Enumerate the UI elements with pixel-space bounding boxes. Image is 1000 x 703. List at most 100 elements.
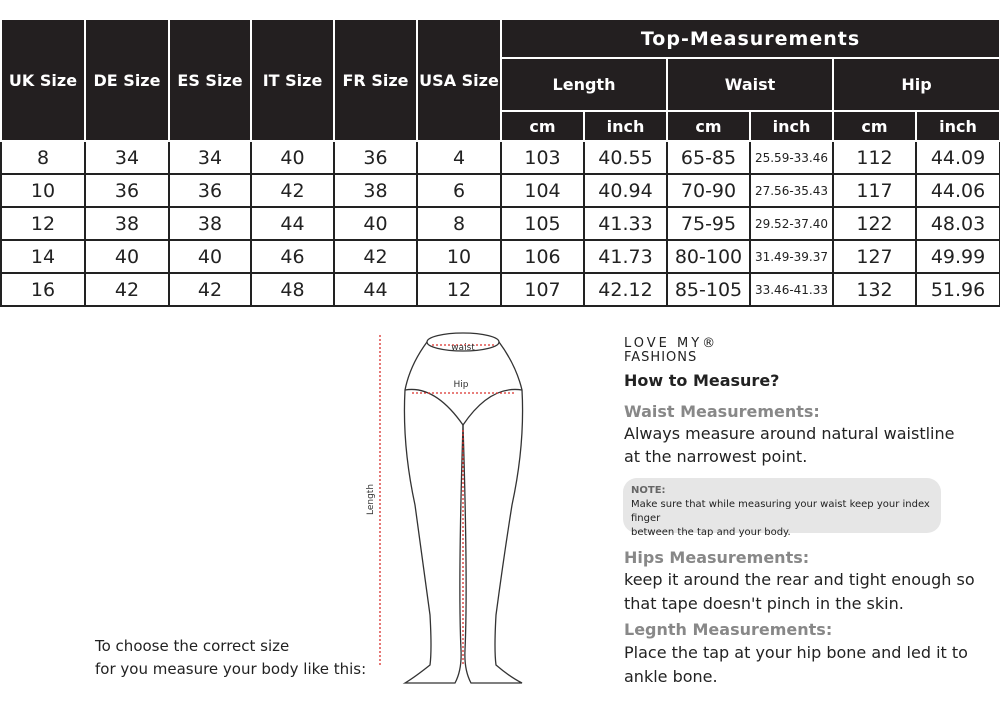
- table-cell: 49.99: [914, 239, 1000, 274]
- header-de-size: DE Size: [84, 18, 170, 142]
- unit-header: cm: [500, 110, 585, 142]
- table-cell: 40: [168, 239, 252, 274]
- table-cell: 10: [0, 173, 86, 208]
- table-cell: 25.59-33.46: [749, 140, 834, 175]
- waist-label: waist: [451, 343, 475, 353]
- header-it-size: IT Size: [250, 18, 335, 142]
- table-cell: 38: [333, 173, 418, 208]
- table-cell: 12: [416, 272, 502, 307]
- table-cell: 127: [832, 239, 917, 274]
- table-cell: 33.46-41.33: [749, 272, 834, 307]
- note-box: NOTE: Make sure that while measuring you…: [623, 478, 941, 538]
- hips-heading: Hips Measurements:: [624, 548, 810, 567]
- unit-header: cm: [832, 110, 917, 142]
- measurement-lines: [379, 335, 515, 665]
- brand-line-1: LOVE MY®: [624, 336, 719, 351]
- size-chart-table: UK Size DE Size ES Size IT Size FR Size …: [0, 18, 1000, 307]
- waist-text-1: Always measure around natural waistline: [624, 424, 955, 443]
- table-cell: 40: [250, 140, 335, 175]
- table-cell: 36: [333, 140, 418, 175]
- header-hip: Hip: [831, 57, 1000, 112]
- table-cell: 40: [333, 206, 418, 241]
- note-heading: NOTE:: [631, 485, 666, 496]
- table-cell: 70-90: [666, 173, 751, 208]
- brand-line-2: FASHIONS: [624, 350, 698, 365]
- table-cell: 106: [500, 239, 585, 274]
- table-cell: 10: [416, 239, 502, 274]
- table-cell: 104: [500, 173, 585, 208]
- table-cell: 36: [84, 173, 170, 208]
- table-cell: 41.33: [583, 206, 668, 241]
- hips-text-1: keep it around the rear and tight enough…: [624, 570, 975, 589]
- table-cell: 34: [84, 140, 170, 175]
- unit-header: inch: [583, 110, 668, 142]
- header-es-size: ES Size: [168, 18, 252, 142]
- table-cell: 48: [250, 272, 335, 307]
- length-text-2: ankle bone.: [624, 667, 718, 686]
- table-row: 10 36 36 42 38 6 104 40.94 70-90 27.56-35.43 117 44…: [0, 173, 1000, 208]
- table-cell: 80-100: [666, 239, 751, 274]
- table-cell: 27.56-35.43: [749, 173, 834, 208]
- header-fr-size: FR Size: [333, 18, 418, 142]
- table-cell: 75-95: [666, 206, 751, 241]
- table-cell: 42.12: [583, 272, 668, 307]
- table-row: 8 34 34 40 36 4 103 40.55 65-85 25.59-33.46 112 44.…: [0, 140, 1000, 175]
- table-cell: 36: [168, 173, 252, 208]
- table-cell: 31.49-39.37: [749, 239, 834, 274]
- header-uk-size: UK Size: [0, 18, 86, 142]
- table-cell: 4: [416, 140, 502, 175]
- table-cell: 85-105: [666, 272, 751, 307]
- table-cell: 48.03: [914, 206, 1000, 241]
- hip-label: Hip: [454, 380, 469, 390]
- table-row: 12 38 38 44 40 8 105 41.33 75-95 29.52-37.40 122 48…: [0, 206, 1000, 241]
- table-cell: 6: [416, 173, 502, 208]
- header-top-measurements: Top-Measurements: [499, 18, 1000, 59]
- pants-outline: [402, 332, 524, 684]
- header-usa-size: USA Size: [416, 18, 502, 142]
- unit-header: cm: [666, 110, 751, 142]
- table-cell: 41.73: [583, 239, 668, 274]
- table-cell: 8: [0, 140, 86, 175]
- unit-header: inch: [749, 110, 834, 142]
- table-cell: 107: [500, 272, 585, 307]
- table-cell: 44.06: [914, 173, 1000, 208]
- table-row: 16 42 42 48 44 12 107 42.12 85-105 33.46-41.33 132…: [0, 272, 1000, 307]
- table-cell: 29.52-37.40: [749, 206, 834, 241]
- table-cell: 8: [416, 206, 502, 241]
- header-length: Length: [500, 57, 668, 112]
- table-cell: 44: [333, 272, 418, 307]
- table-cell: 122: [832, 206, 917, 241]
- choose-line-1: To choose the correct size: [95, 637, 290, 655]
- table-cell: 14: [0, 239, 86, 274]
- length-text-1: Place the tap at your hip bone and led i…: [624, 643, 968, 662]
- table-cell: 38: [84, 206, 170, 241]
- table-cell: 34: [168, 140, 252, 175]
- waist-text-2: at the narrowest point.: [624, 447, 808, 466]
- table-cell: 103: [500, 140, 585, 175]
- table-cell: 112: [832, 140, 917, 175]
- table-row: 14 40 40 46 42 10 106 41.73 80-100 31.49-39.37 127…: [0, 239, 1000, 274]
- table-cell: 65-85: [666, 140, 751, 175]
- choose-line-2: for you measure your body like this:: [95, 660, 367, 678]
- table-cell: 46: [250, 239, 335, 274]
- table-cell: 42: [333, 239, 418, 274]
- table-cell: 44: [250, 206, 335, 241]
- table-cell: 38: [168, 206, 252, 241]
- brand-logo: LOVE MY® FASHIONS: [624, 337, 718, 365]
- note-line-2: between the tap and your body.: [631, 527, 791, 538]
- table-cell: 42: [84, 272, 170, 307]
- note-line-1: Make sure that while measuring your wais…: [631, 499, 930, 524]
- table-cell: 44.09: [914, 140, 1000, 175]
- table-cell: 42: [250, 173, 335, 208]
- table-cell: 132: [832, 272, 917, 307]
- table-cell: 40.55: [583, 140, 668, 175]
- table-cell: 51.96: [914, 272, 1000, 307]
- header-waist: Waist: [666, 57, 834, 112]
- length-heading: Legnth Measurements:: [624, 620, 833, 639]
- hips-text-2: that tape doesn't pinch in the skin.: [624, 594, 904, 613]
- table-cell: 117: [832, 173, 917, 208]
- how-to-measure-title: How to Measure?: [624, 371, 780, 390]
- table-cell: 40.94: [583, 173, 668, 208]
- table-cell: 42: [168, 272, 252, 307]
- table-cell: 105: [500, 206, 585, 241]
